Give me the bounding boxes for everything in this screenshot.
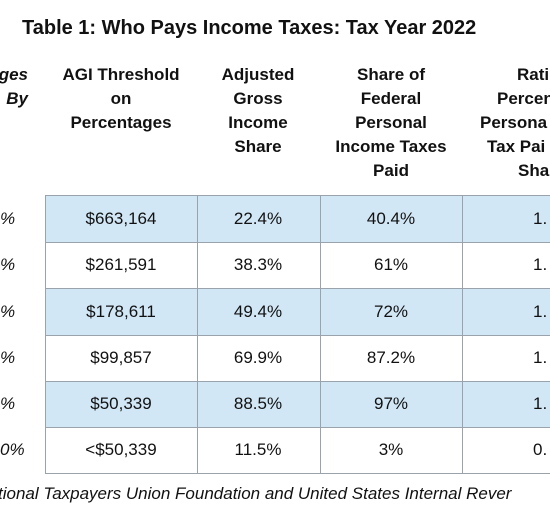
source-note: tional Taxpayers Union Foundation and Un… (0, 484, 512, 503)
table-cell: % (0, 348, 16, 367)
table-cell: 61% (373, 255, 409, 274)
table-cell: 0. (533, 440, 548, 459)
row-border (45, 195, 550, 196)
table-cell: % (0, 301, 16, 321)
table-cell: 69.9% (233, 348, 283, 367)
table-cell: 49.4% (233, 301, 283, 321)
row-shade (45, 381, 550, 427)
table-cell: % (0, 255, 16, 274)
column-header: Personal (355, 113, 427, 132)
table-cell: $663,164 (85, 208, 157, 228)
table-cell: 22.4% (233, 208, 283, 228)
column-header: Rati (517, 65, 550, 84)
column-header: Adjusted (221, 65, 295, 84)
column-header: Sha (518, 161, 550, 180)
row-border (45, 335, 550, 336)
table-cell: 72% (373, 301, 409, 321)
table-cell: $261,591 (85, 255, 157, 274)
table-cell: % (0, 208, 16, 228)
table-cell: 87.2% (366, 348, 416, 367)
row-border (45, 242, 550, 243)
column-header: Federal (360, 89, 422, 108)
column-border (320, 195, 321, 473)
table-cell: % (0, 394, 16, 413)
row-border (45, 288, 550, 289)
row-border (45, 427, 550, 428)
column-border (197, 195, 198, 473)
table-cell: 11.5% (234, 440, 282, 459)
row-border (45, 381, 550, 382)
table-cell: 1. (533, 255, 548, 274)
table-cell: 1. (533, 348, 548, 367)
row-shade (45, 195, 550, 242)
row-shade (45, 288, 550, 335)
table-cell: 88.5% (233, 394, 283, 413)
table-cell: 40.4% (366, 208, 416, 228)
column-header: Paid (373, 161, 409, 180)
column-border (462, 195, 463, 473)
table-cell: $178,611 (86, 301, 156, 321)
column-header: Income (228, 113, 288, 132)
table-cell: 38.3% (233, 255, 283, 274)
row-border (45, 473, 550, 474)
table-cell: 3% (378, 440, 404, 459)
column-header: Persona (480, 113, 548, 132)
table-cell: 0% (0, 440, 25, 459)
column-header: Tax Pai (487, 137, 546, 156)
column-header: AGI Threshold (62, 65, 180, 84)
column-header: on (110, 89, 132, 108)
table-cell: $50,339 (90, 394, 152, 413)
table-cell: 1. (533, 394, 548, 413)
column-header: Percen (497, 89, 550, 108)
column-header: Share (234, 137, 282, 156)
column-header: Gross (233, 89, 283, 108)
column-header: ges (0, 65, 28, 84)
column-header: Share of (356, 65, 426, 84)
column-header: By (6, 89, 28, 108)
table-cell: <$50,339 (85, 440, 157, 459)
table-cell: 97% (373, 394, 409, 413)
column-border (45, 195, 46, 473)
column-header: Percentages (70, 113, 172, 132)
table-cell: 1. (533, 208, 548, 228)
table-cell: 1. (533, 301, 548, 321)
table-title: Table 1: Who Pays Income Taxes: Tax Year… (22, 17, 477, 39)
column-header: Income Taxes (335, 137, 447, 156)
table-cell: $99,857 (90, 348, 152, 367)
